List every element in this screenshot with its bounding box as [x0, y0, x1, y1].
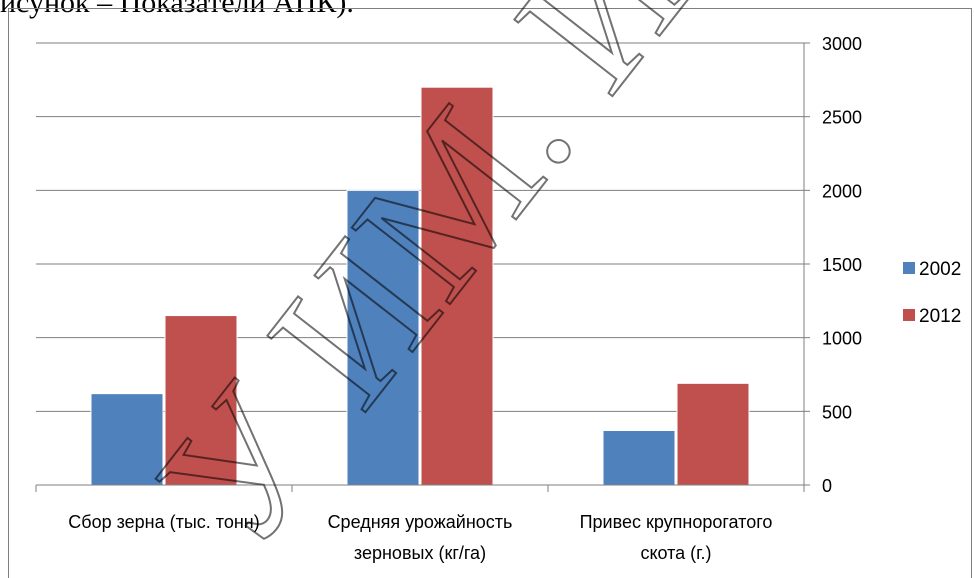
bar-2012-2	[420, 86, 494, 486]
bars	[90, 86, 750, 486]
legend-label-2012: 2012	[919, 306, 961, 327]
y-tick-label: 2000	[822, 181, 862, 201]
legend-swatch-2002	[903, 262, 915, 274]
legend: 2002 2012	[903, 259, 961, 327]
y-tick-label: 0	[822, 476, 832, 496]
bar-2012-1	[164, 315, 238, 486]
bar-2012-3	[676, 382, 750, 486]
x-category-label: зерновых (кг/га)	[354, 543, 486, 563]
bar-2002-1	[90, 393, 164, 486]
figure-caption: исунок – Показатели АПК).	[0, 0, 354, 19]
watermark: У ИМ. И.П.Шам	[118, 0, 974, 578]
x-category-label: Привес крупнорогатого	[580, 512, 773, 532]
y-tick-labels: 0 500 1000 1500 2000 2500 3000	[822, 34, 862, 496]
y-tick-label: 2500	[822, 108, 862, 128]
legend-label-2002: 2002	[919, 259, 961, 280]
y-tick-label: 500	[822, 402, 852, 422]
y-tick-label: 3000	[822, 34, 862, 54]
gridlines	[36, 42, 810, 486]
chart-frame	[8, 8, 972, 578]
legend-swatch-2012	[903, 309, 915, 321]
bar-2002-3	[602, 429, 676, 486]
axes	[35, 43, 805, 492]
x-category-labels: Сбор зерна (тыс. тонн) Средняя урожайност…	[68, 512, 772, 563]
x-category-label: Сбор зерна (тыс. тонн)	[68, 512, 259, 532]
y-tick-label: 1000	[822, 329, 862, 349]
y-tick-label: 1500	[822, 255, 862, 275]
x-category-label: Средняя урожайность	[328, 512, 513, 532]
bar-2002-2	[346, 189, 420, 486]
x-category-label: скота (г.)	[640, 543, 711, 563]
